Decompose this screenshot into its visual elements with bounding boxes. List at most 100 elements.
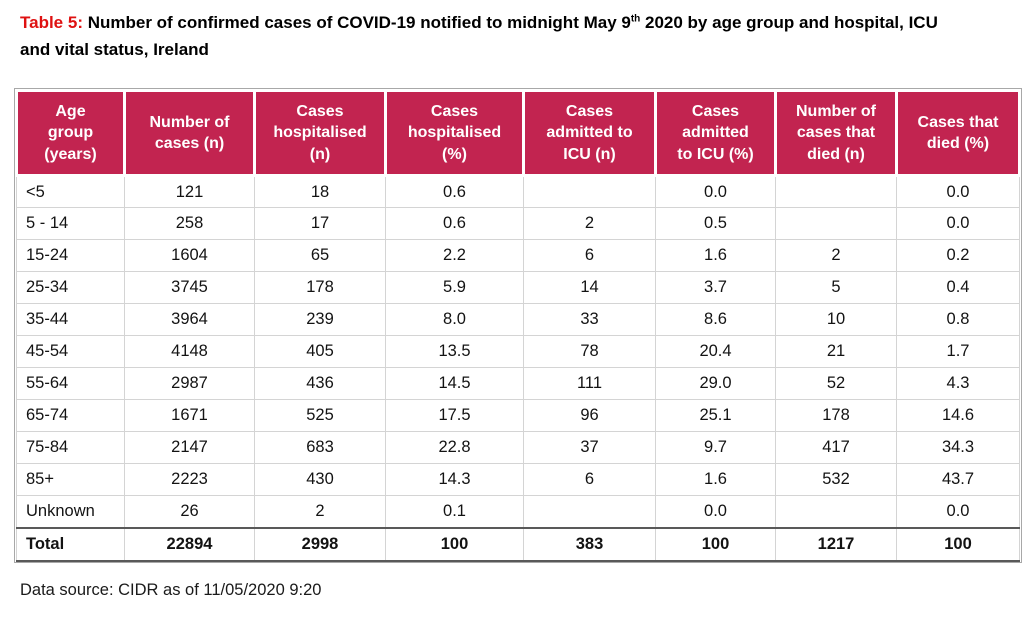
table-caption: Table 5: Number of confirmed cases of CO… [20, 9, 960, 63]
age-group-cell: 55-64 [16, 367, 125, 400]
data-cell: 3.7 [655, 271, 776, 304]
table-row: 15-24 1604 65 2.2 6 1.6 2 0.2 [16, 239, 1020, 272]
table-caption-text-after: 2020 by age group and hospital, ICU and … [20, 13, 938, 59]
data-cell: 9.7 [655, 431, 776, 464]
age-group-cell: Unknown [16, 495, 125, 528]
data-cell [775, 207, 897, 240]
data-cell: 10 [775, 303, 897, 336]
data-cell: 178 [775, 399, 897, 432]
table-row: 5 - 14 258 17 0.6 2 0.5 0.0 [16, 207, 1020, 240]
total-cell: 383 [523, 526, 656, 562]
total-cell: 100 [655, 526, 776, 562]
table-row: 35-44 3964 239 8.0 33 8.6 10 0.8 [16, 303, 1020, 336]
table-row: 75-84 2147 683 22.8 37 9.7 417 34.3 [16, 431, 1020, 464]
total-label-cell: Total [16, 526, 125, 562]
table-row: 85+ 2223 430 14.3 6 1.6 532 43.7 [16, 463, 1020, 496]
age-group-cell: 5 - 14 [16, 207, 125, 240]
data-cell: 532 [775, 463, 897, 496]
data-cell: 0.8 [896, 303, 1020, 336]
data-cell: 2147 [124, 431, 255, 464]
data-cell: 430 [254, 463, 386, 496]
data-cell: 26 [124, 495, 255, 528]
data-cell: 5 [775, 271, 897, 304]
data-cell: 8.0 [385, 303, 524, 336]
data-cell [775, 495, 897, 528]
total-cell: 2998 [254, 526, 386, 562]
column-header-cases-hospitalised-n: Cases hospitalised (n) [253, 89, 387, 177]
table-row: <5 121 18 0.6 0.0 0.0 [16, 175, 1020, 208]
column-header-died-n: Number of cases that died (n) [774, 89, 898, 177]
data-cell: 34.3 [896, 431, 1020, 464]
data-cell: 0.0 [655, 495, 776, 528]
data-cell: 0.6 [385, 207, 524, 240]
table-row: 65-74 1671 525 17.5 96 25.1 178 14.6 [16, 399, 1020, 432]
data-cell: 13.5 [385, 335, 524, 368]
column-header-died-pct: Cases that died (%) [895, 89, 1021, 177]
data-cell: 0.0 [896, 207, 1020, 240]
data-cell: 1671 [124, 399, 255, 432]
data-cell: 14.5 [385, 367, 524, 400]
column-header-number-of-cases: Number of cases (n) [123, 89, 256, 177]
age-group-cell: 65-74 [16, 399, 125, 432]
data-source-note: Data source: CIDR as of 11/05/2020 9:20 [20, 580, 322, 599]
table-caption-text: Number of confirmed cases of COVID-19 no… [82, 13, 631, 32]
data-cell: 2 [523, 207, 656, 240]
age-group-cell: 45-54 [16, 335, 125, 368]
data-cell: 3745 [124, 271, 255, 304]
data-cell: 14.3 [385, 463, 524, 496]
data-cell: 178 [254, 271, 386, 304]
data-cell: 4.3 [896, 367, 1020, 400]
table-row: Unknown 26 2 0.1 0.0 0.0 [16, 495, 1020, 528]
data-cell: 14.6 [896, 399, 1020, 432]
data-cell: 8.6 [655, 303, 776, 336]
total-cell: 22894 [124, 526, 255, 562]
data-cell: 14 [523, 271, 656, 304]
data-cell: 22.8 [385, 431, 524, 464]
data-cell: 18 [254, 175, 386, 208]
data-cell: 1.6 [655, 463, 776, 496]
table-row: 25-34 3745 178 5.9 14 3.7 5 0.4 [16, 271, 1020, 304]
data-cell [775, 175, 897, 208]
data-cell: 258 [124, 207, 255, 240]
data-cell: 0.0 [896, 495, 1020, 528]
data-cell: 0.0 [896, 175, 1020, 208]
data-cell: 111 [523, 367, 656, 400]
age-group-cell: 85+ [16, 463, 125, 496]
report-page: Table 5: Number of confirmed cases of CO… [14, 9, 1022, 599]
data-cell: 37 [523, 431, 656, 464]
header-row: Age group (years) Number of cases (n) Ca… [15, 89, 1021, 177]
data-cell: 29.0 [655, 367, 776, 400]
data-cell: 17 [254, 207, 386, 240]
table-caption-number: Table 5: [20, 13, 83, 32]
data-cell: 2 [775, 239, 897, 272]
data-cell: 0.0 [655, 175, 776, 208]
table-row: 45-54 4148 405 13.5 78 20.4 21 1.7 [16, 335, 1020, 368]
data-cell: 121 [124, 175, 255, 208]
data-cell: 0.4 [896, 271, 1020, 304]
data-cell: 5.9 [385, 271, 524, 304]
total-cell: 100 [385, 526, 524, 562]
data-cell: 43.7 [896, 463, 1020, 496]
data-cell: 0.2 [896, 239, 1020, 272]
column-header-age-group: Age group (years) [15, 89, 126, 177]
data-cell: 2223 [124, 463, 255, 496]
ordinal-superscript: th [630, 13, 641, 25]
data-cell: 65 [254, 239, 386, 272]
data-cell: 0.1 [385, 495, 524, 528]
data-cell: 2.2 [385, 239, 524, 272]
data-cell: 6 [523, 239, 656, 272]
data-cell: 417 [775, 431, 897, 464]
data-cell: 1.7 [896, 335, 1020, 368]
data-cell: 52 [775, 367, 897, 400]
data-cell: 20.4 [655, 335, 776, 368]
table-row: 55-64 2987 436 14.5 111 29.0 52 4.3 [16, 367, 1020, 400]
age-group-cell: <5 [16, 175, 125, 208]
age-group-cell: 75-84 [16, 431, 125, 464]
data-cell: 683 [254, 431, 386, 464]
data-cell [523, 175, 656, 208]
column-header-cases-hospitalised-pct: Cases hospitalised (%) [384, 89, 525, 177]
age-group-cell: 15-24 [16, 239, 125, 272]
age-group-cell: 25-34 [16, 271, 125, 304]
data-cell: 2 [254, 495, 386, 528]
total-cell: 100 [896, 526, 1020, 562]
